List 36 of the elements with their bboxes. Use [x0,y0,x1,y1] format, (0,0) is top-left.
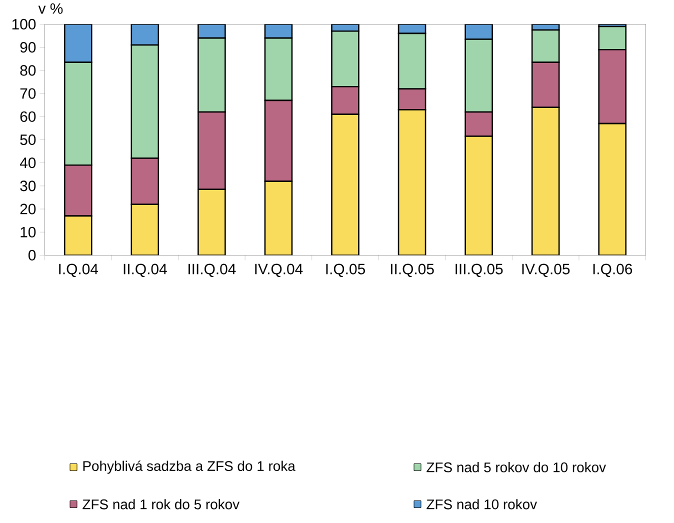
y-tick-label: 60 [20,111,36,122]
x-tick-label: II.Q.05 [390,264,434,277]
bar [598,122,627,256]
bar [331,114,360,256]
x-tick-label: I.Q.06 [593,264,632,277]
bar [64,215,92,256]
bar [531,106,560,256]
y-tick-label: 80 [20,65,36,76]
x-tick-label: I.Q.04 [59,264,98,277]
legend-label: Pohyblivá sadzba a ZFS do 1 roka [83,460,296,474]
y-tick-label: 90 [20,42,36,53]
y-tick-label: 30 [20,180,36,192]
y-tick-label: 40 [20,157,36,168]
bar [130,24,160,46]
x-tick-label: IV.Q.05 [522,264,570,277]
x-tick-label: II.Q.04 [124,264,167,277]
legend-label: ZFS nad 1 rok do 5 rokov [82,498,240,510]
x-tick-label: III.Q.04 [188,264,236,277]
y-tick-label: 100 [12,18,36,30]
bar [398,108,426,256]
bar [464,136,493,256]
x-tick-label: IV.Q.04 [255,264,303,277]
x-tick-label: III.Q.05 [456,264,503,277]
y-tick-label: 10 [20,226,36,238]
bar [264,180,293,256]
bar [198,188,226,256]
y-tick-label: 70 [20,88,36,99]
x-tick-label: I.Q.05 [326,264,365,277]
y-tick-label: 20 [20,204,36,214]
legend-label: ZFS nad 10 rokov [426,498,537,510]
y-axis-title: v % [38,3,63,14]
legend-label: ZFS nad 5 rokov do 10 rokov [426,462,606,472]
bar [130,204,160,256]
y-tick-label: 50 [20,134,36,145]
bar [64,24,92,63]
y-tick-label: 0 [28,250,36,260]
